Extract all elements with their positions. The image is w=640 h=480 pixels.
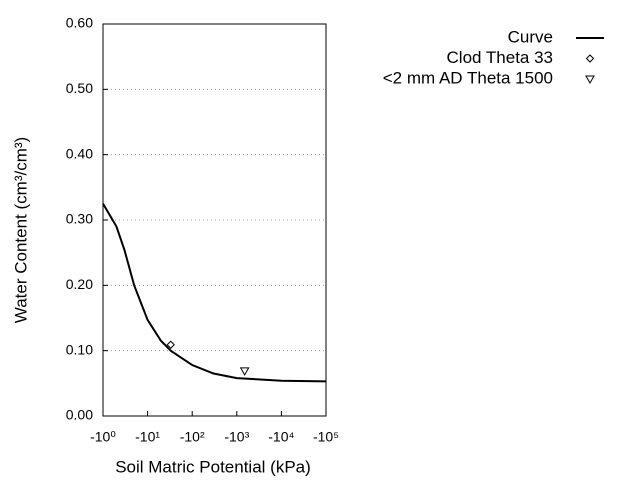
y-tick-label: 0.30: [66, 211, 93, 227]
y-tick-label: 0.10: [66, 341, 93, 357]
x-tick-label: -10⁰: [90, 429, 116, 445]
x-tick-label: -10⁴: [268, 429, 294, 445]
legend-label: <2 mm AD Theta 1500: [383, 68, 553, 87]
legend-symbol: [585, 54, 595, 63]
data-point: [239, 367, 250, 376]
data-point: [166, 340, 175, 349]
x-tick-label: -10³: [224, 429, 249, 445]
y-tick-label: 0.40: [66, 145, 93, 161]
x-axis-label: Soil Matric Potential (kPa): [115, 457, 311, 476]
y-tick-label: 0.20: [66, 276, 93, 292]
legend-symbol: [585, 75, 595, 85]
y-tick-label: 0.50: [66, 80, 93, 96]
legend-label: Curve: [508, 27, 553, 46]
y-tick-label: 0.00: [66, 407, 93, 423]
x-tick-label: -10⁵: [313, 429, 339, 445]
legend-label: Clod Theta 33: [447, 48, 553, 67]
x-tick-label: -10¹: [135, 429, 160, 445]
plot-frame: [102, 23, 327, 417]
x-tick-label: -10²: [180, 429, 205, 445]
y-axis-label: Water Content (cm³/cm³): [11, 137, 30, 323]
curve-line: [102, 203, 327, 383]
y-tick-label: 0.60: [66, 15, 93, 31]
